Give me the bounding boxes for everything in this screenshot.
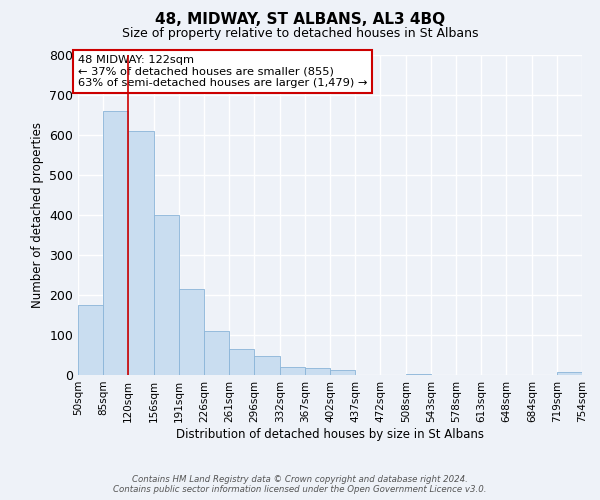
Y-axis label: Number of detached properties: Number of detached properties xyxy=(31,122,44,308)
Bar xyxy=(78,305,103,375)
Bar xyxy=(179,289,204,375)
X-axis label: Distribution of detached houses by size in St Albans: Distribution of detached houses by size … xyxy=(176,428,484,440)
Text: Contains HM Land Registry data © Crown copyright and database right 2024.
Contai: Contains HM Land Registry data © Crown c… xyxy=(113,474,487,494)
Text: Size of property relative to detached houses in St Albans: Size of property relative to detached ho… xyxy=(122,28,478,40)
Bar xyxy=(305,368,330,375)
Bar xyxy=(330,370,355,375)
Bar xyxy=(128,131,154,375)
Bar xyxy=(204,331,229,375)
Bar xyxy=(229,349,254,375)
Text: 48 MIDWAY: 122sqm
← 37% of detached houses are smaller (855)
63% of semi-detache: 48 MIDWAY: 122sqm ← 37% of detached hous… xyxy=(78,55,367,88)
Bar xyxy=(103,111,128,375)
Bar xyxy=(557,372,582,375)
Bar xyxy=(154,215,179,375)
Bar xyxy=(254,356,280,375)
Bar xyxy=(406,374,431,375)
Text: 48, MIDWAY, ST ALBANS, AL3 4BQ: 48, MIDWAY, ST ALBANS, AL3 4BQ xyxy=(155,12,445,28)
Bar xyxy=(280,367,305,375)
